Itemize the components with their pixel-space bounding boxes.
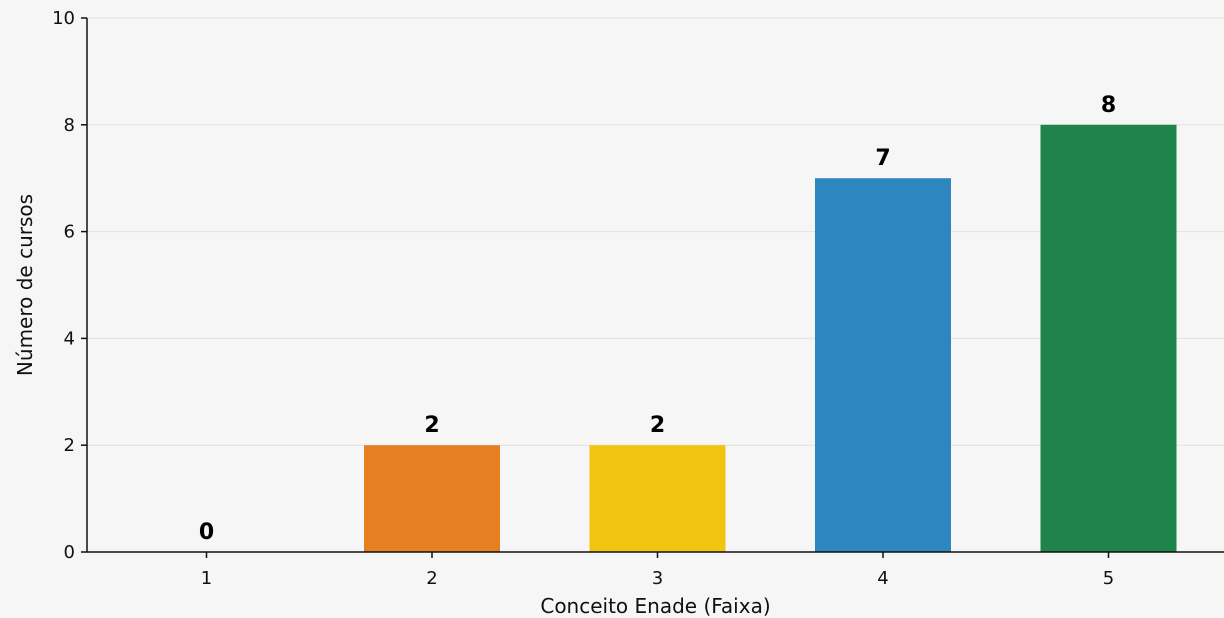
data-labels: 0 2 2 7 8 bbox=[199, 93, 1116, 545]
y-ticks: 0 2 4 6 8 10 bbox=[52, 8, 87, 563]
y-tick-label: 10 bbox=[52, 8, 75, 29]
y-tick-label: 0 bbox=[64, 542, 75, 563]
x-tick-label: 1 bbox=[201, 568, 212, 589]
data-label: 7 bbox=[875, 146, 890, 171]
y-tick-label: 8 bbox=[64, 115, 75, 136]
x-tick-label: 5 bbox=[1103, 568, 1114, 589]
bars bbox=[364, 124, 1177, 553]
x-axis-title: Conceito Enade (Faixa) bbox=[540, 594, 770, 618]
y-tick-label: 2 bbox=[64, 435, 75, 456]
x-ticks: 1 2 3 4 5 bbox=[201, 552, 1114, 589]
axes bbox=[86, 18, 1224, 553]
y-tick-label: 4 bbox=[64, 328, 75, 349]
x-tick-label: 2 bbox=[426, 568, 437, 589]
gridlines bbox=[87, 17, 1224, 446]
bar bbox=[1040, 124, 1177, 553]
data-label: 8 bbox=[1101, 93, 1116, 118]
bar bbox=[589, 445, 726, 552]
data-label: 2 bbox=[424, 413, 439, 438]
x-tick-label: 4 bbox=[877, 568, 888, 589]
data-label: 2 bbox=[650, 413, 665, 438]
bar bbox=[364, 445, 500, 552]
bar bbox=[815, 178, 951, 552]
data-label: 0 bbox=[199, 520, 214, 545]
x-tick-label: 3 bbox=[652, 568, 663, 589]
y-axis-title: Número de cursos bbox=[13, 194, 37, 376]
y-tick-label: 6 bbox=[64, 222, 75, 243]
